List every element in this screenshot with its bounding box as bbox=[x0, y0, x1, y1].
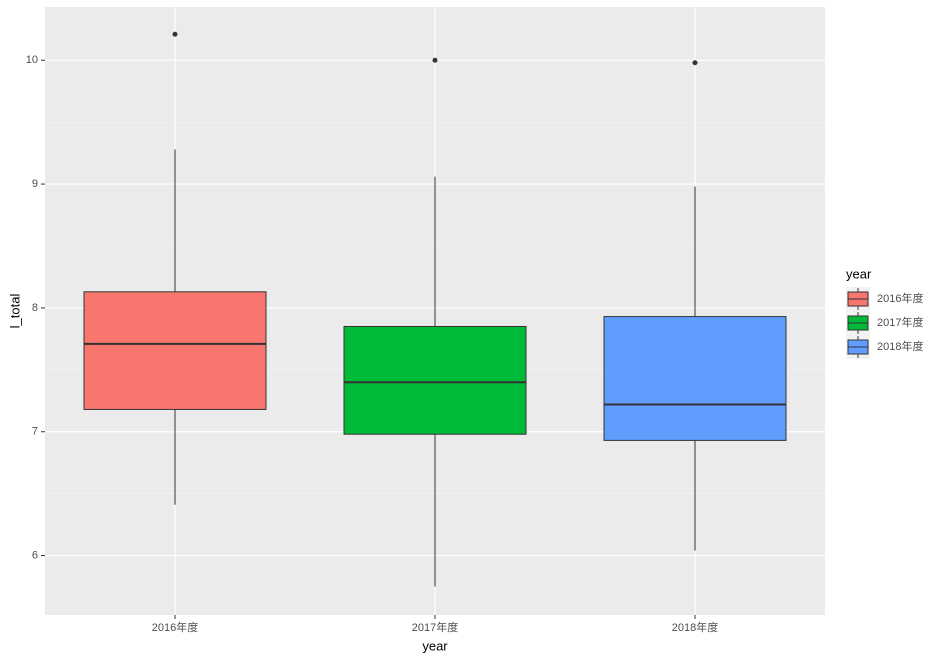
legend-label: 2018年度 bbox=[877, 339, 923, 353]
x-tick-label: 2016年度 bbox=[152, 620, 198, 634]
box bbox=[603, 316, 787, 441]
y-tick-label: 6 bbox=[32, 549, 38, 561]
x-tick-label: 2018年度 bbox=[672, 620, 718, 634]
y-axis-title: l_total bbox=[7, 294, 22, 329]
y-tick-label: 10 bbox=[26, 54, 38, 66]
y-tick-label: 9 bbox=[32, 178, 38, 190]
legend-title: year bbox=[846, 266, 872, 281]
box bbox=[343, 325, 527, 435]
legend-label: 2017年度 bbox=[877, 315, 923, 329]
outlier bbox=[692, 60, 698, 66]
y-tick-label: 8 bbox=[32, 302, 38, 314]
box bbox=[83, 291, 267, 410]
outlier bbox=[172, 31, 178, 37]
x-axis-title: year bbox=[422, 638, 448, 653]
x-tick-label: 2017年度 bbox=[412, 620, 458, 634]
outlier bbox=[432, 57, 438, 63]
legend-label: 2016年度 bbox=[877, 291, 923, 305]
y-tick-label: 7 bbox=[32, 426, 38, 438]
